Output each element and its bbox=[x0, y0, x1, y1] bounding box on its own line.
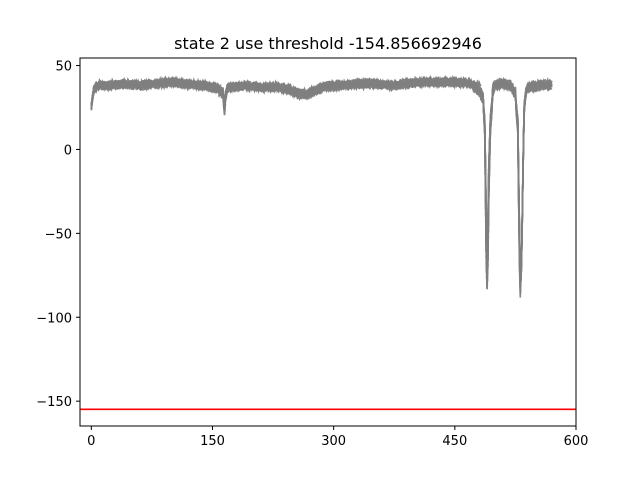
y-tick-label: 50 bbox=[55, 60, 72, 75]
x-axis: 0 150 300 450 600 bbox=[87, 426, 588, 449]
series-line bbox=[90, 76, 553, 275]
y-tick-label: −50 bbox=[45, 227, 72, 242]
x-tick-label: 0 bbox=[87, 434, 95, 449]
x-tick-label: 450 bbox=[442, 434, 467, 449]
axes-frame bbox=[79, 57, 577, 427]
y-tick-label: −150 bbox=[36, 395, 72, 410]
x-tick-label: 150 bbox=[200, 434, 225, 449]
x-tick-label: 600 bbox=[564, 434, 589, 449]
y-tick-label: 0 bbox=[64, 143, 72, 158]
x-tick-label: 300 bbox=[321, 434, 346, 449]
y-tick-label: −100 bbox=[36, 311, 72, 326]
chart-title: state 2 use threshold -154.856692946 bbox=[174, 34, 482, 53]
series-line bbox=[90, 74, 553, 275]
plot-area bbox=[80, 74, 576, 411]
series-line bbox=[90, 78, 553, 290]
series-group bbox=[90, 74, 553, 298]
series-line bbox=[90, 77, 553, 278]
y-axis: 50 0 −50 −100 −150 bbox=[36, 60, 80, 410]
